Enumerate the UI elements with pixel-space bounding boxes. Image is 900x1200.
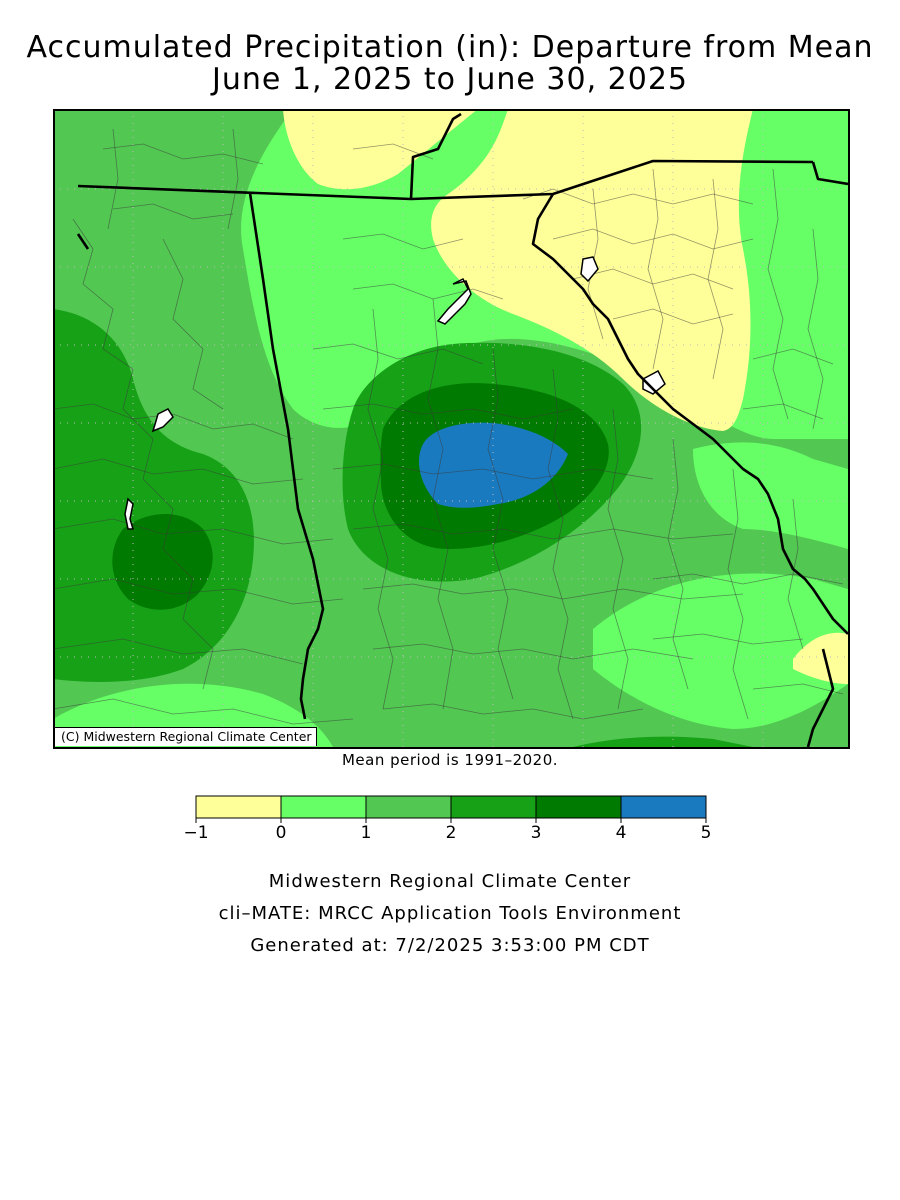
- field-0-to-1-southeast: [593, 573, 848, 729]
- field-neg1-to-0-north: [283, 109, 478, 190]
- field-3-to-4-west: [112, 514, 213, 610]
- legend-tick-label: 4: [616, 823, 627, 843]
- field-4-to-5-center: [418, 422, 568, 508]
- field-2-to-3-south: [573, 736, 753, 747]
- county-boundaries: [53, 128, 844, 725]
- legend-swatch: [535, 795, 622, 819]
- state-boundaries: [76, 112, 848, 747]
- map-canvas: [53, 109, 848, 747]
- legend-swatch: [620, 795, 707, 819]
- copyright-label: (C) Midwestern Regional Climate Center: [55, 727, 317, 746]
- legend-swatch: [450, 795, 537, 819]
- legend-swatch: [195, 795, 282, 819]
- legend-tick-label: 1: [361, 823, 372, 843]
- legend-canvas: −1 0 1 2 3 4 5: [183, 795, 712, 843]
- legend-tick-label: 3: [531, 823, 542, 843]
- map-title: Accumulated Precipitation (in): Departur…: [26, 30, 874, 65]
- footer-application: cli–MATE: MRCC Application Tools Environ…: [218, 903, 682, 924]
- footer-generated-at: Generated at: 7/2/2025 3:53:00 PM CDT: [250, 935, 650, 956]
- field-2-to-3-west: [53, 309, 254, 682]
- legend-swatch: [365, 795, 452, 819]
- legend-swatch: [280, 795, 367, 819]
- color-legend: −1 0 1 2 3 4 5: [180, 790, 720, 850]
- precipitation-departure-map: [53, 109, 848, 747]
- lakes: [124, 256, 666, 530]
- legend-tick-label: 5: [701, 823, 712, 843]
- mean-period-note: Mean period is 1991–2020.: [341, 751, 559, 769]
- legend-tick-label: 2: [446, 823, 457, 843]
- footer-organization: Midwestern Regional Climate Center: [268, 871, 632, 892]
- field-0-to-1-east: [693, 442, 848, 549]
- legend-tick-label: −1: [183, 823, 208, 843]
- field-neg1-to-0-southeast: [793, 632, 848, 684]
- legend-tick-label: 0: [276, 823, 287, 843]
- map-date-range: June 1, 2025 to June 30, 2025: [211, 62, 689, 97]
